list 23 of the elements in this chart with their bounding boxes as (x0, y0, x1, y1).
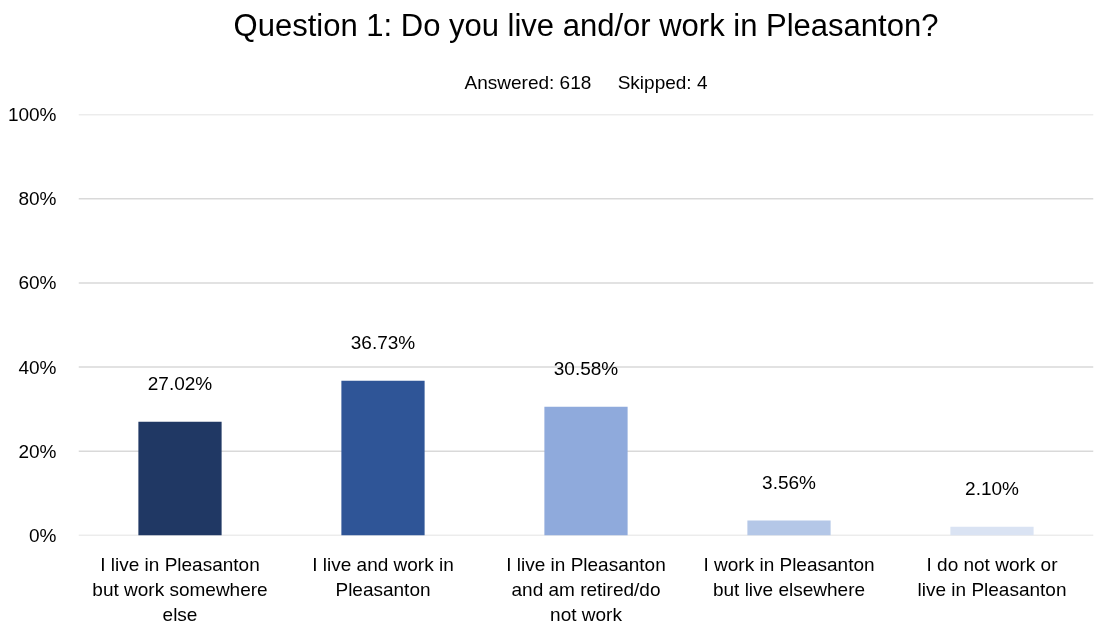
data-label: 2.10% (965, 477, 1020, 499)
data-label: 30.58% (553, 357, 619, 379)
data-label: 27.02% (147, 372, 213, 394)
x-tick-label: I do not work or live in Pleasanton (917, 553, 1067, 600)
bar (138, 421, 222, 536)
x-tick-label: I live in Pleasanton and am retired/do not work (506, 553, 666, 625)
y-tick-label: 100% (7, 104, 57, 125)
x-tick-label: I live in Pleasanton but work somewhere else (92, 553, 268, 625)
chart-subtitle: Answered: 618 Skipped: 4 (464, 71, 708, 93)
data-label: 36.73% (350, 331, 416, 353)
x-tick-label: I live and work in Pleasanton (312, 553, 454, 600)
y-tick-label: 60% (18, 272, 57, 294)
bar (544, 406, 628, 536)
y-tick-label: 40% (18, 356, 57, 378)
chart-title: Question 1: Do you live and/or work in Pleasanton? (233, 7, 939, 43)
bar (950, 526, 1034, 536)
bar (747, 520, 831, 536)
bar (341, 380, 425, 536)
y-tick-label: 20% (18, 440, 57, 462)
data-label: 3.56% (762, 471, 817, 493)
y-tick-label: 80% (18, 188, 57, 210)
x-tick-label: I work in Pleasanton but live elsewhere (703, 553, 875, 600)
y-tick-label: 0% (29, 525, 57, 546)
